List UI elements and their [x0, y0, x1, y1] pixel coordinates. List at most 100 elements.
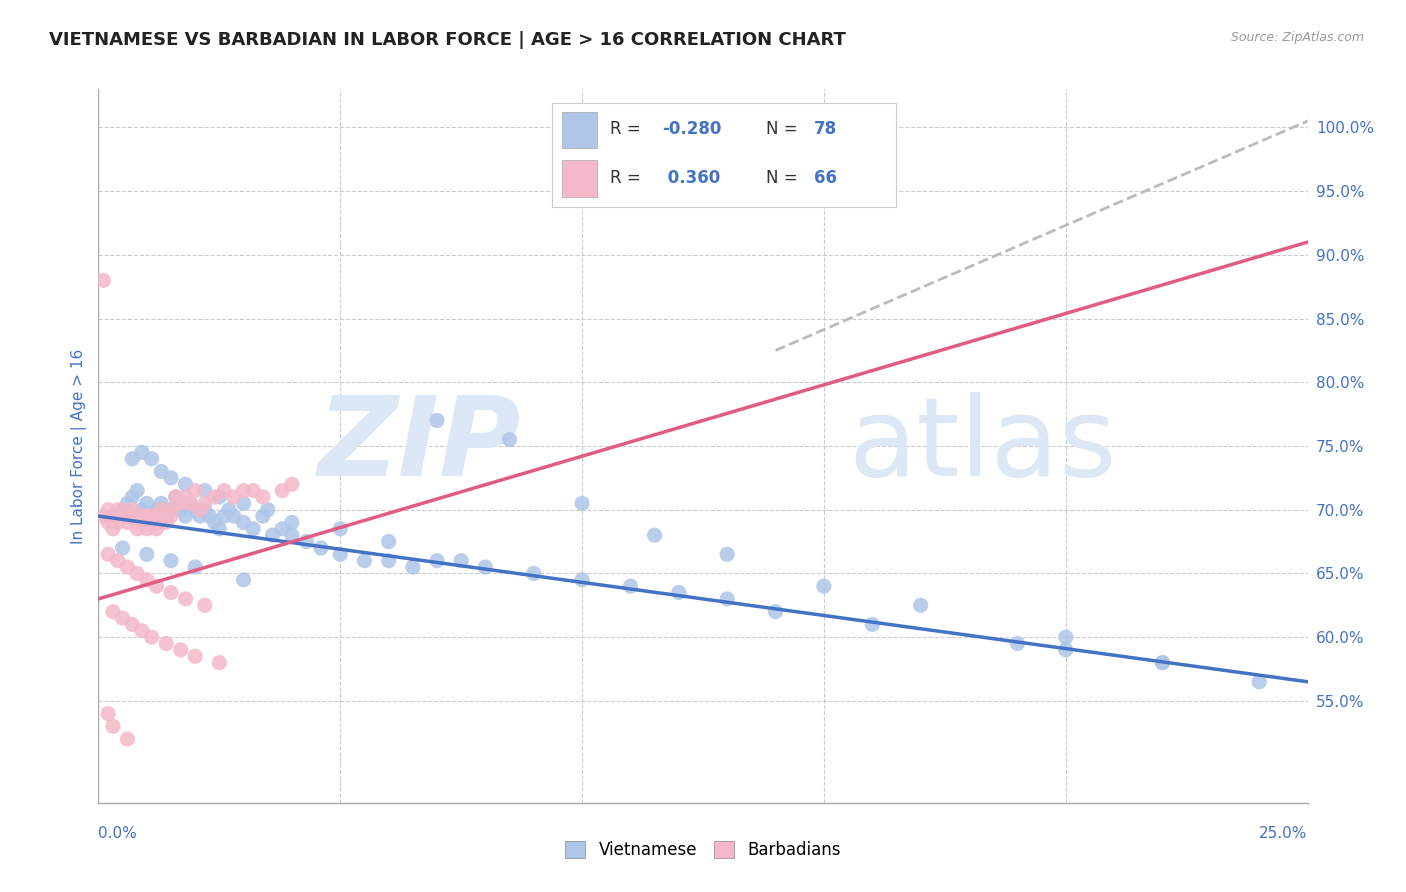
Point — [232, 496, 254, 510]
Point — [155, 509, 177, 524]
Point — [97, 516, 120, 530]
Point — [295, 534, 318, 549]
Point — [498, 433, 520, 447]
Point — [101, 605, 124, 619]
Point — [1054, 643, 1077, 657]
Point — [141, 451, 163, 466]
Point — [155, 509, 177, 524]
Point — [121, 617, 143, 632]
Point — [262, 528, 284, 542]
Point — [184, 560, 207, 574]
Point — [117, 516, 139, 530]
Point — [329, 547, 352, 561]
Point — [97, 706, 120, 721]
Point — [194, 483, 217, 498]
Point — [252, 509, 274, 524]
Point — [91, 509, 114, 524]
Point — [208, 490, 231, 504]
Point — [1054, 630, 1077, 644]
Point — [208, 656, 231, 670]
Point — [377, 554, 399, 568]
Point — [281, 516, 304, 530]
Point — [571, 573, 593, 587]
Y-axis label: In Labor Force | Age > 16: In Labor Force | Age > 16 — [72, 349, 87, 543]
Point — [145, 502, 167, 516]
Point — [198, 509, 221, 524]
Point — [97, 547, 120, 561]
Point — [127, 522, 149, 536]
Point — [169, 502, 191, 516]
Point — [145, 579, 167, 593]
Point — [141, 630, 163, 644]
Point — [571, 496, 593, 510]
Point — [619, 579, 641, 593]
Point — [165, 490, 187, 504]
Point — [212, 509, 235, 524]
Point — [141, 509, 163, 524]
Point — [174, 477, 197, 491]
Point — [107, 502, 129, 516]
Point — [107, 554, 129, 568]
Point — [111, 611, 134, 625]
Point — [174, 509, 197, 524]
Point — [111, 541, 134, 555]
Point — [169, 643, 191, 657]
Point — [117, 732, 139, 747]
Point — [117, 560, 139, 574]
Text: Source: ZipAtlas.com: Source: ZipAtlas.com — [1230, 31, 1364, 45]
Point — [150, 509, 173, 524]
Point — [111, 502, 134, 516]
Point — [169, 496, 191, 510]
Point — [127, 483, 149, 498]
Point — [242, 483, 264, 498]
Point — [194, 599, 217, 613]
Point — [121, 451, 143, 466]
Point — [668, 585, 690, 599]
Legend: Vietnamese, Barbadians: Vietnamese, Barbadians — [558, 834, 848, 866]
Point — [426, 554, 449, 568]
Point — [155, 516, 177, 530]
Point — [160, 554, 183, 568]
Point — [145, 516, 167, 530]
Point — [256, 502, 278, 516]
Text: atlas: atlas — [848, 392, 1116, 500]
Point — [377, 534, 399, 549]
Point — [222, 509, 245, 524]
Point — [150, 502, 173, 516]
Point — [523, 566, 546, 581]
Point — [135, 522, 157, 536]
Point — [232, 483, 254, 498]
Point — [101, 719, 124, 733]
Point — [135, 509, 157, 524]
Text: 0.0%: 0.0% — [98, 826, 138, 841]
Point — [644, 528, 666, 542]
Point — [127, 509, 149, 524]
Point — [97, 502, 120, 516]
Point — [222, 490, 245, 504]
Point — [131, 516, 153, 530]
Point — [111, 502, 134, 516]
Point — [402, 560, 425, 574]
Point — [208, 522, 231, 536]
Point — [860, 617, 883, 632]
Point — [179, 496, 201, 510]
Point — [184, 502, 207, 516]
Point — [174, 591, 197, 606]
Point — [204, 490, 226, 504]
Point — [474, 560, 496, 574]
Point — [145, 522, 167, 536]
Point — [188, 502, 211, 516]
Point — [1007, 636, 1029, 650]
Text: 25.0%: 25.0% — [1260, 826, 1308, 841]
Point — [232, 516, 254, 530]
Point — [117, 509, 139, 524]
Point — [1152, 656, 1174, 670]
Point — [910, 599, 932, 613]
Point — [121, 502, 143, 516]
Point — [101, 522, 124, 536]
Point — [107, 516, 129, 530]
Point — [135, 547, 157, 561]
Point — [281, 528, 304, 542]
Point — [141, 509, 163, 524]
Point — [131, 502, 153, 516]
